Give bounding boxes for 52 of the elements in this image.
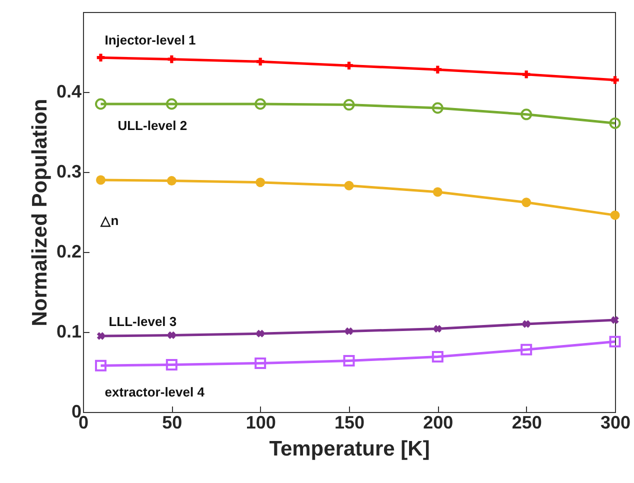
point [432, 187, 442, 197]
point [609, 117, 621, 129]
point [522, 320, 530, 328]
point [610, 210, 620, 220]
point [434, 324, 442, 333]
point [611, 316, 619, 324]
x-tick-label: 50 [162, 412, 182, 432]
point [345, 327, 353, 336]
series-label: Injector-level 1 [104, 32, 196, 48]
point [434, 66, 442, 74]
point [522, 70, 530, 78]
y-tick-label: 0.4 [56, 82, 82, 102]
point [166, 359, 178, 371]
point [520, 344, 532, 356]
x-tick-label: 300 [600, 412, 631, 432]
point [609, 336, 621, 348]
point [432, 102, 444, 114]
point [345, 62, 353, 70]
series-label: LLL-level 3 [108, 314, 177, 329]
x-tick-label: 150 [334, 412, 365, 432]
x-tick-label: 100 [246, 412, 276, 432]
point [343, 355, 355, 367]
point [96, 175, 106, 185]
point [343, 99, 355, 111]
point [254, 98, 266, 110]
point [168, 331, 176, 340]
point [432, 351, 444, 363]
y-axis-title: Normalized Population [28, 98, 52, 326]
point [611, 76, 619, 84]
point [166, 176, 176, 186]
point [168, 55, 176, 64]
point [256, 330, 264, 338]
point [94, 360, 106, 372]
x-tick-label: 200 [423, 412, 454, 432]
y-tick-label: 0.1 [56, 322, 82, 342]
point [256, 58, 264, 66]
point [522, 198, 532, 208]
point [96, 54, 105, 62]
series-label: ULL-level 2 [118, 118, 188, 133]
series-label: extractor-level 4 [104, 384, 206, 400]
point [166, 98, 178, 110]
y-tick-label: 0.2 [56, 242, 82, 262]
point [520, 108, 532, 120]
point [256, 178, 266, 188]
point [94, 98, 106, 110]
point [96, 332, 105, 340]
text: △n [100, 213, 119, 228]
point [344, 180, 354, 190]
x-tick-label: 250 [512, 412, 542, 432]
y-tick-label: 0.3 [56, 162, 82, 182]
point [254, 357, 266, 369]
x-axis-title: Temperature [K] [269, 438, 430, 460]
